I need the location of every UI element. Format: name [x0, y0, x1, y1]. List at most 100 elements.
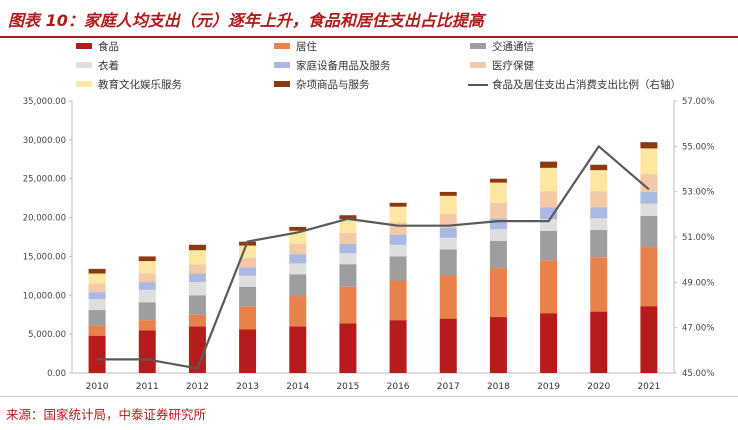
bar-segment-4: [289, 254, 307, 264]
bar-segment-4: [188, 273, 206, 283]
legend-swatch-clothing: [76, 62, 92, 68]
x-tick-label: 2010: [86, 382, 109, 392]
bar-segment-3: [489, 229, 507, 241]
ratio-line: [97, 145, 650, 370]
y-left-tick-label: 35,000.00: [23, 97, 66, 107]
bar-segment-0: [640, 306, 658, 373]
legend-label-transport: 交通通信: [492, 41, 534, 53]
bar-segment-3: [339, 253, 357, 265]
bar-segment-4: [489, 218, 507, 230]
legend-swatch-transport: [470, 43, 486, 49]
legend-label-food: 食品: [98, 41, 119, 53]
y-left-tick-label: 30,000.00: [23, 136, 66, 146]
bar-segment-6: [590, 170, 608, 192]
bar-segment-1: [489, 268, 507, 318]
bar-segment-6: [138, 261, 156, 274]
bar-segment-1: [289, 296, 307, 327]
x-tick-label: 2018: [487, 382, 510, 392]
bar-segment-7: [590, 164, 608, 171]
bar-segment-7: [389, 202, 407, 207]
bar-segment-4: [88, 292, 106, 300]
bar-segment-2: [339, 264, 357, 287]
x-tick-label: 2015: [336, 382, 359, 392]
bar-segment-6: [188, 250, 206, 265]
x-tick-label: 2012: [186, 382, 209, 392]
bar-segment-7: [188, 244, 206, 251]
bar-segment-3: [289, 263, 307, 275]
x-tick-label: 2019: [537, 382, 560, 392]
bar-segment-0: [239, 329, 257, 373]
bar-segment-0: [489, 317, 507, 373]
bar-segment-5: [640, 174, 658, 192]
bar-segment-5: [239, 257, 257, 268]
bar-segment-0: [540, 313, 558, 373]
bar-segment-2: [239, 286, 257, 307]
y-left-tick-label: 15,000.00: [23, 252, 66, 262]
bar-segment-6: [88, 273, 106, 284]
bar-segment-1: [88, 325, 106, 336]
legend-swatch-education: [76, 81, 92, 87]
legend-label-housing: 居住: [296, 41, 317, 53]
legend-label-misc: 杂项商品与服务: [296, 79, 370, 91]
bar-segment-5: [88, 283, 106, 293]
bar-segment-2: [640, 216, 658, 248]
bar-segment-3: [439, 237, 457, 250]
bar-segment-4: [239, 267, 257, 276]
bar-segment-5: [489, 202, 507, 219]
bar-segment-0: [188, 326, 206, 373]
bar-segment-0: [339, 323, 357, 373]
bar-segment-0: [439, 318, 457, 373]
bar-segment-3: [590, 218, 608, 231]
y-right-tick-label: 53.00%: [682, 188, 714, 198]
bar-segment-0: [289, 326, 307, 373]
bar-segment-1: [640, 247, 658, 307]
bar-segment-6: [489, 182, 507, 203]
bar-segment-7: [339, 215, 357, 220]
bar-segment-6: [339, 219, 357, 234]
y-right-tick-label: 57.00%: [682, 97, 714, 107]
y-right-tick-label: 49.00%: [682, 278, 714, 288]
bar-segment-3: [239, 275, 257, 287]
legend-label-ratio: 食品及居住支出占消费支出比例（右轴）: [492, 79, 681, 91]
x-tick-label: 2013: [236, 382, 259, 392]
bar-segment-0: [590, 311, 608, 373]
legend-line-ratio: [468, 84, 488, 86]
bar-segment-4: [540, 207, 558, 220]
legend-swatch-household: [274, 62, 290, 68]
bar-segment-2: [489, 240, 507, 269]
source-note: 来源：国家统计局，中泰证券研究所: [6, 407, 207, 422]
bar-segment-3: [640, 203, 658, 217]
bar-segment-1: [540, 260, 558, 314]
bar-segment-2: [88, 310, 106, 326]
bar-segment-2: [439, 249, 457, 276]
bar-segment-5: [188, 264, 206, 274]
bar-segment-2: [138, 302, 156, 321]
bar-segment-2: [188, 295, 206, 315]
bar-segment-4: [339, 243, 357, 254]
bar-segment-7: [289, 226, 307, 231]
y-right-tick-label: 55.00%: [682, 142, 714, 152]
x-tick-label: 2021: [637, 382, 660, 392]
bar-segment-7: [489, 178, 507, 183]
bar-segment-3: [540, 219, 558, 231]
y-right-tick-label: 45.00%: [682, 369, 714, 379]
bar-segment-0: [138, 330, 156, 373]
bar-segment-3: [88, 299, 106, 311]
y-left-tick-label: 5,000.00: [28, 330, 66, 340]
bar-segment-3: [389, 244, 407, 257]
y-left-tick-label: 10,000.00: [23, 291, 66, 301]
bar-segment-0: [389, 320, 407, 373]
y-right-tick-label: 47.00%: [682, 324, 714, 334]
bar-segment-7: [138, 256, 156, 262]
bar-segment-5: [289, 243, 307, 255]
legend-label-healthcare: 医疗保健: [492, 60, 534, 72]
y-left-tick-label: 0.00: [47, 369, 66, 379]
bar-segment-2: [590, 230, 608, 258]
bar-segment-2: [540, 230, 558, 261]
bar-segment-0: [88, 335, 106, 373]
bar-segment-5: [339, 233, 357, 244]
bar-segment-7: [640, 142, 658, 149]
bar-segment-6: [389, 206, 407, 223]
bar-segment-3: [138, 289, 156, 303]
